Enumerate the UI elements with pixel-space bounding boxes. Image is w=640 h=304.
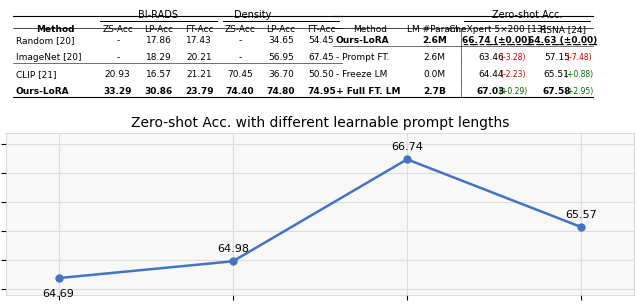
Text: 2.7B: 2.7B bbox=[423, 87, 446, 96]
Text: (+0.29): (+0.29) bbox=[498, 87, 527, 96]
Text: 23.79: 23.79 bbox=[185, 87, 214, 96]
Text: Density: Density bbox=[234, 10, 271, 20]
Text: CLIP [21]: CLIP [21] bbox=[16, 70, 56, 79]
Text: 33.29: 33.29 bbox=[104, 87, 132, 96]
Text: 30.86: 30.86 bbox=[145, 87, 173, 96]
Text: FT-Acc: FT-Acc bbox=[307, 26, 336, 34]
Text: Random [20]: Random [20] bbox=[16, 36, 74, 45]
Text: 16.57: 16.57 bbox=[145, 70, 172, 79]
Text: 64.44: 64.44 bbox=[478, 70, 504, 79]
Text: 17.86: 17.86 bbox=[145, 36, 172, 45]
Text: 2.6M: 2.6M bbox=[424, 53, 445, 62]
Text: -: - bbox=[239, 53, 242, 62]
Text: 63.46: 63.46 bbox=[478, 53, 504, 62]
Text: -: - bbox=[116, 36, 119, 45]
Text: 56.95: 56.95 bbox=[268, 53, 294, 62]
Text: LP-Acc: LP-Acc bbox=[266, 26, 296, 34]
Text: 70.45: 70.45 bbox=[227, 70, 253, 79]
Text: (+0.88): (+0.88) bbox=[564, 70, 593, 79]
Text: 18.29: 18.29 bbox=[146, 53, 172, 62]
Text: 67.58: 67.58 bbox=[543, 87, 571, 96]
Text: 67.45: 67.45 bbox=[308, 53, 335, 62]
Text: 2.6M: 2.6M bbox=[422, 36, 447, 45]
Text: 67.03: 67.03 bbox=[477, 87, 505, 96]
Text: 57.15: 57.15 bbox=[544, 53, 570, 62]
Text: 64.69: 64.69 bbox=[43, 288, 75, 299]
Text: CheXpert 5×200 [13]: CheXpert 5×200 [13] bbox=[449, 26, 546, 34]
Text: LP-Acc: LP-Acc bbox=[144, 26, 173, 34]
Text: 74.80: 74.80 bbox=[266, 87, 295, 96]
Text: - Freeze LM: - Freeze LM bbox=[336, 70, 387, 79]
Text: 6̲4̲.̲6̲3̲ ̲(̲±̲0̲.̲0̲0̲)̲: 6̲4̲.̲6̲3̲ ̲(̲±̲0̲.̲0̲0̲)̲ bbox=[529, 36, 598, 45]
Text: Ours-LoRA: Ours-LoRA bbox=[336, 36, 389, 45]
Text: (-2.23): (-2.23) bbox=[500, 70, 525, 79]
Text: 50.50: 50.50 bbox=[308, 70, 335, 79]
Text: Ours-LoRA: Ours-LoRA bbox=[16, 87, 69, 96]
Text: -: - bbox=[116, 53, 119, 62]
Text: -: - bbox=[239, 36, 242, 45]
Text: ZS-Acc: ZS-Acc bbox=[102, 26, 133, 34]
Text: 65.57: 65.57 bbox=[566, 210, 597, 220]
Text: Zero-shot Acc.: Zero-shot Acc. bbox=[492, 10, 562, 20]
Text: 21.21: 21.21 bbox=[186, 70, 212, 79]
Text: (+2.95): (+2.95) bbox=[564, 87, 593, 96]
Text: LM #Param.: LM #Param. bbox=[407, 26, 461, 34]
Text: 6̲6̲.̲7̲4̲ ̲(̲±̲0̲.̲0̲0̲)̲: 6̲6̲.̲7̲4̲ ̲(̲±̲0̲.̲0̲0̲)̲ bbox=[463, 36, 532, 45]
Text: + Full FT. LM: + Full FT. LM bbox=[336, 87, 400, 96]
Text: - Prompt FT.: - Prompt FT. bbox=[336, 53, 389, 62]
Text: 64.98: 64.98 bbox=[217, 244, 249, 254]
Title: Zero-shot Acc. with different learnable prompt lengths: Zero-shot Acc. with different learnable … bbox=[131, 116, 509, 130]
Text: 74.40: 74.40 bbox=[226, 87, 254, 96]
Text: Method: Method bbox=[36, 26, 74, 34]
Text: (-7.48): (-7.48) bbox=[566, 53, 591, 62]
Text: 20.21: 20.21 bbox=[186, 53, 212, 62]
Text: 20.93: 20.93 bbox=[105, 70, 131, 79]
Text: ZS-Acc: ZS-Acc bbox=[225, 26, 255, 34]
Text: 54.45: 54.45 bbox=[308, 36, 334, 45]
Text: 36.70: 36.70 bbox=[268, 70, 294, 79]
Text: (-3.28): (-3.28) bbox=[500, 53, 525, 62]
Text: Method: Method bbox=[353, 26, 387, 34]
Text: RSNA [24]: RSNA [24] bbox=[540, 26, 586, 34]
Text: BI-RADS: BI-RADS bbox=[138, 10, 179, 20]
Text: 65.51: 65.51 bbox=[544, 70, 570, 79]
Text: 74.95: 74.95 bbox=[307, 87, 336, 96]
Text: 66.74: 66.74 bbox=[391, 142, 423, 152]
Text: ImageNet [20]: ImageNet [20] bbox=[16, 53, 81, 62]
Text: 17.43: 17.43 bbox=[186, 36, 212, 45]
Text: 34.65: 34.65 bbox=[268, 36, 294, 45]
Text: 0.0M: 0.0M bbox=[424, 70, 445, 79]
Text: FT-Acc: FT-Acc bbox=[185, 26, 214, 34]
